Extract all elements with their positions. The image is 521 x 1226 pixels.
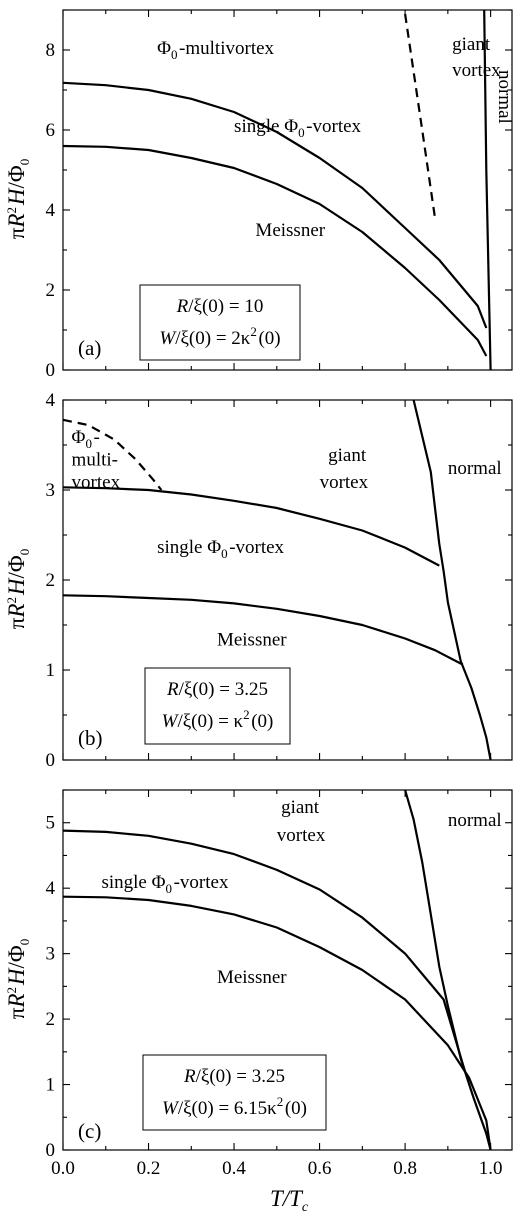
x-tick-label: 1.0 (479, 1158, 503, 1179)
region-label: single Φ0 -vortex (157, 537, 284, 561)
x-tick-label: 0.6 (308, 1158, 332, 1179)
panel-2: 0 1 2 3 4 πR2 H/Φ0 Φ0 -multi-vortex giant vorte… (4, 390, 513, 771)
region-label: vortex (72, 472, 121, 493)
y-axis-title: πR2 H/Φ0 (4, 937, 32, 1019)
region-label: giant (281, 797, 320, 818)
plot-frame (62, 9, 513, 371)
y-tick-label: 5 (46, 813, 56, 834)
y-tick-label: 1 (46, 660, 56, 681)
parameter-line: W/ξ(0) = κ2 (0) (162, 707, 274, 732)
boundary-curve-1 (62, 895, 492, 1151)
y-tick-label: 8 (46, 40, 56, 61)
parameter-line: R/ξ(0) = 10 (176, 296, 264, 317)
parameter-line: R/ξ(0) = 3.25 (183, 1066, 285, 1087)
panel-tag: (b) (78, 726, 103, 750)
region-label: normal (448, 458, 502, 479)
y-axis-title: πR2 H/Φ0 (4, 547, 32, 629)
y-tick-label: 0 (46, 360, 56, 381)
parameter-line: R/ξ(0) = 3.25 (166, 679, 268, 700)
x-tick-label: 0.4 (222, 1158, 246, 1179)
region-label: normal (448, 810, 502, 831)
region-label: Φ0 - (72, 427, 100, 451)
region-label: multi- (72, 450, 118, 471)
y-tick-label: 4 (46, 200, 56, 221)
region-label: normal (494, 70, 515, 124)
boundary-curve-2 (62, 81, 488, 329)
x-tick-label: 0.2 (137, 1158, 161, 1179)
region-label: Meissner (255, 220, 325, 241)
y-tick-label: 1 (46, 1075, 56, 1096)
y-tick-label: 2 (46, 280, 56, 301)
region-label: single Φ0 -vortex (234, 116, 361, 140)
y-tick-label: 4 (46, 390, 56, 411)
region-label: vortex (452, 60, 501, 81)
y-tick-label: 3 (46, 480, 56, 501)
y-tick-label: 3 (46, 944, 56, 965)
boundary-curve-3 (483, 9, 492, 371)
x-axis-title: T/Tc (270, 1186, 310, 1215)
boundary-curve-1 (62, 594, 464, 666)
region-label: Meissner (217, 967, 287, 988)
panel-1: 0 2 4 6 8 πR2 H/Φ0 Φ0 -multivortex single Φ0 -… (4, 9, 515, 381)
panel-tag: (c) (78, 1119, 101, 1143)
region-label: vortex (320, 472, 369, 493)
boundary-curve-3 (404, 789, 492, 1151)
panel-3: 0.0 0.2 0.4 0.6 0.8 1.0 0 1 2 3 4 5 πR2 H/Φ0 giant vo… (4, 789, 513, 1179)
parameter-box (142, 1054, 327, 1131)
y-tick-label: 0 (46, 1140, 56, 1161)
parameter-line: W/ξ(0) = 2κ2 (0) (159, 324, 280, 349)
y-tick-label: 0 (46, 750, 56, 771)
plot-frame (62, 789, 513, 1151)
x-tick-label: 0.8 (393, 1158, 417, 1179)
y-tick-label: 4 (46, 878, 56, 899)
parameter-box (144, 667, 291, 745)
region-label: Φ0 -multivortex (157, 38, 274, 62)
boundary-curve-2 (62, 486, 440, 567)
region-label: Meissner (217, 630, 287, 651)
y-tick-label: 2 (46, 1009, 56, 1030)
region-label: single Φ0 -vortex (101, 872, 228, 896)
boundary-curve-2 (62, 829, 467, 1072)
parameter-box (139, 284, 301, 361)
y-axis-title: πR2 H/Φ0 (4, 157, 32, 239)
x-tick-label: 0.0 (51, 1158, 75, 1179)
region-label: giant (328, 445, 367, 466)
boundary-curve-3 (412, 399, 492, 761)
parameter-line: W/ξ(0) = 6.15κ2 (0) (162, 1094, 307, 1119)
y-tick-label: 6 (46, 120, 56, 141)
dashed-boundary-curve-4 (404, 13, 437, 219)
region-label: vortex (277, 825, 326, 846)
panel-tag: (a) (78, 336, 101, 360)
boundary-curve-1 (62, 144, 488, 357)
y-tick-label: 2 (46, 570, 56, 591)
dashed-boundary-curve-4 (62, 418, 163, 491)
region-label: giant (452, 34, 491, 55)
